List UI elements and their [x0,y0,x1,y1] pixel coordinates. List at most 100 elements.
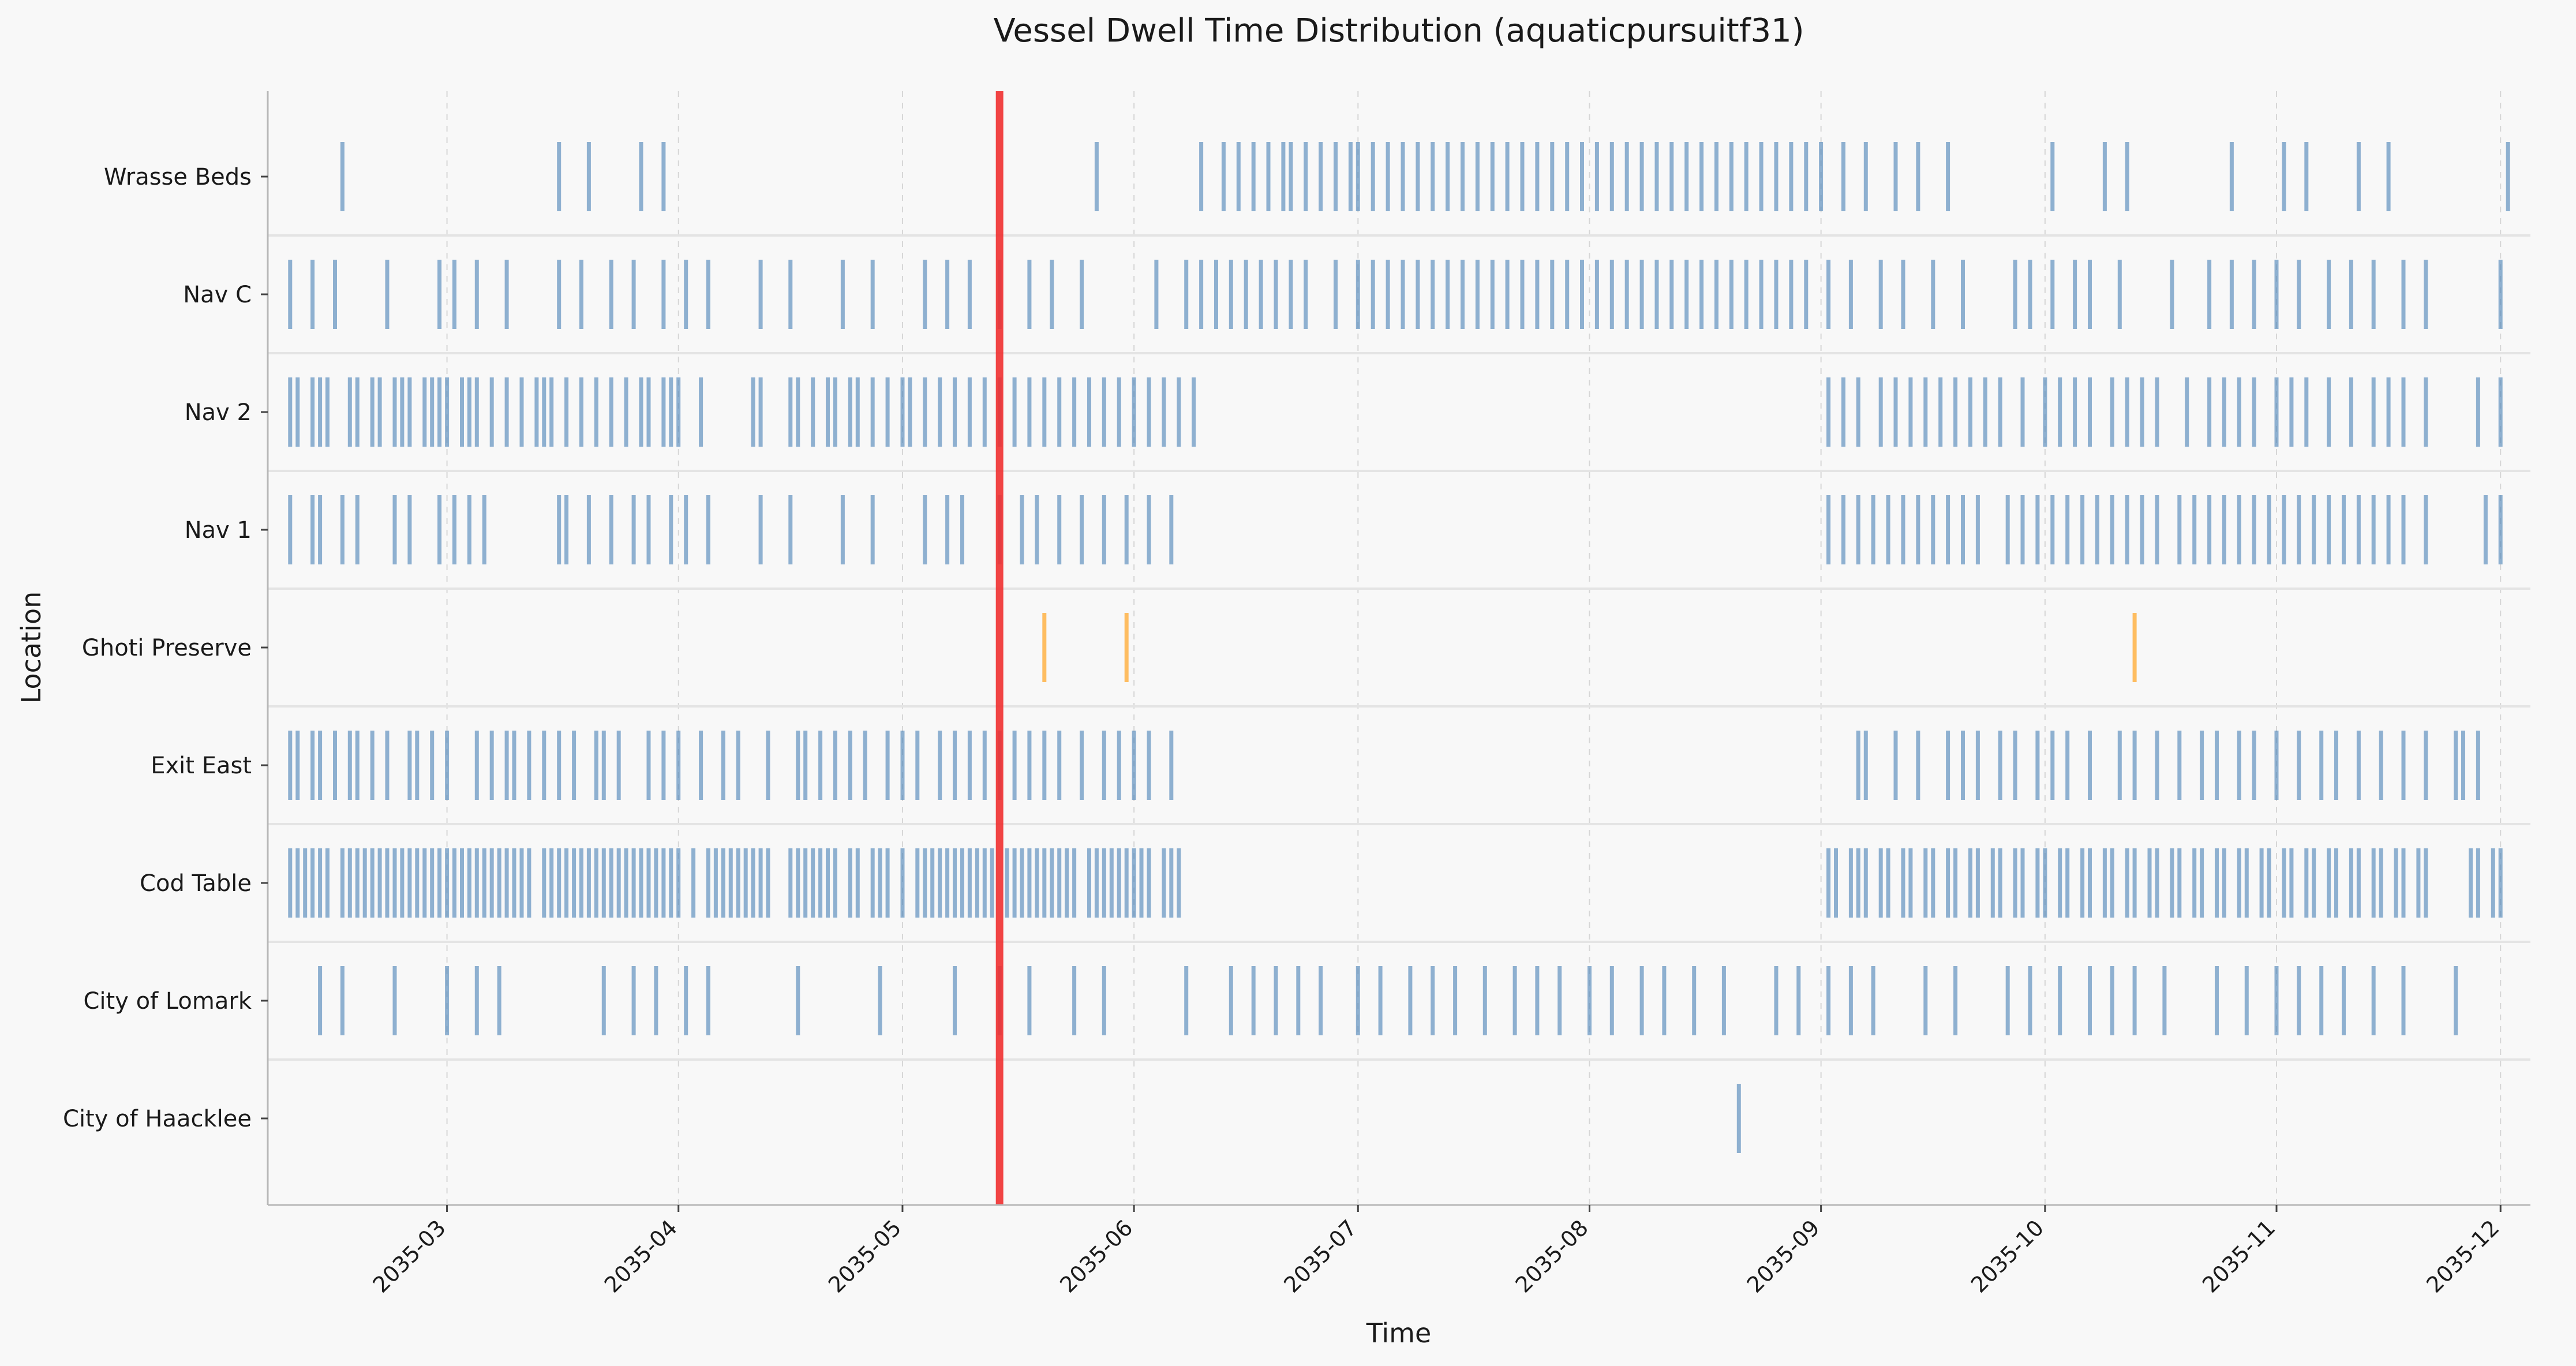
visit-mark [1856,848,1860,918]
visit-mark [572,731,576,800]
visit-mark [1871,495,1875,564]
visit-mark [557,848,561,918]
visit-mark [601,731,606,800]
visit-mark [1229,966,1233,1035]
visit-mark [2125,848,2129,918]
visit-mark [1027,377,1032,447]
visit-mark [1446,142,1450,211]
visit-mark [2117,260,2122,329]
visit-mark [1132,731,1136,800]
visit-mark [1117,377,1121,447]
visit-mark [2282,142,2286,211]
visit-mark [2379,848,2383,918]
visit-mark [2013,260,2017,329]
visit-mark [557,142,561,211]
visit-mark [2020,848,2025,918]
visit-mark [661,142,666,211]
visit-mark [2035,731,2040,800]
visit-mark [437,495,442,564]
visit-mark [631,260,636,329]
visit-mark [392,377,397,447]
visit-mark [1378,966,1383,1035]
visit-mark [1878,260,1883,329]
visit-mark [1169,731,1174,800]
visit-mark [1729,142,1733,211]
visit-mark [1975,495,1980,564]
visit-mark [1654,142,1659,211]
visit-mark [415,731,420,800]
visit-mark [1244,260,1248,329]
visit-mark [1461,142,1465,211]
visit-mark [2461,731,2465,800]
visit-mark [512,848,516,918]
visit-mark [624,848,628,918]
visit-mark [1975,848,1980,918]
visit-mark [1266,142,1271,211]
visit-mark [557,495,561,564]
visit-mark [1901,848,1905,918]
visit-mark [1057,731,1062,800]
y-tick-label: Wrasse Beds [104,164,252,190]
visit-mark [1953,966,1958,1035]
visit-mark [713,848,718,918]
visit-mark [2334,848,2338,918]
visit-mark [2200,848,2204,918]
visit-mark [818,731,823,800]
visit-mark [1147,495,1151,564]
visit-mark [2125,495,2129,564]
visit-mark [2200,731,2204,800]
visit-mark [1005,848,1009,918]
visit-mark [2237,731,2241,800]
visit-mark [2035,848,2040,918]
visit-mark [2304,377,2309,447]
visit-mark [1505,260,1510,329]
visit-mark [1893,142,1898,211]
visit-mark [512,731,516,800]
visit-mark [1624,260,1629,329]
visit-mark [1221,142,1226,211]
visit-mark [2185,377,2189,447]
visit-mark [1281,142,1286,211]
visit-mark [2088,377,2092,447]
visit-mark [885,377,890,447]
visit-mark [295,377,300,447]
visit-mark [1050,848,1054,918]
visit-mark [870,377,875,447]
visit-mark [2155,377,2159,447]
visit-mark [452,848,456,918]
visit-mark [527,848,531,918]
visit-mark [661,377,666,447]
visit-mark [796,966,800,1035]
visit-mark [2401,377,2406,447]
visit-mark [340,966,345,1035]
visit-mark [1774,260,1779,329]
visit-mark [2491,848,2495,918]
visit-mark [295,848,300,918]
visit-mark [870,495,875,564]
visit-mark [923,848,927,918]
visit-mark [385,731,390,800]
visit-mark [646,495,651,564]
visit-mark [527,731,531,800]
visit-mark [1550,142,1555,211]
visit-mark [1565,260,1570,329]
visit-mark [1931,260,1935,329]
visit-mark [938,848,942,918]
y-tick-label: Ghoti Preserve [82,635,252,661]
x-axis-label: Time [1366,1318,1432,1349]
visit-mark-highlight [1042,613,1047,682]
visit-mark [1035,848,1039,918]
visit-mark [2476,377,2480,447]
visit-mark [736,848,740,918]
visit-mark [534,377,539,447]
visit-mark [1744,142,1748,211]
visit-mark [848,377,852,447]
visit-mark [355,377,360,447]
visit-mark [2222,377,2226,447]
visit-mark [1923,966,1928,1035]
visit-mark [2386,495,2391,564]
visit-mark [1535,142,1540,211]
visit-mark [1946,731,1950,800]
visit-mark [1639,260,1644,329]
visit-mark [482,495,486,564]
